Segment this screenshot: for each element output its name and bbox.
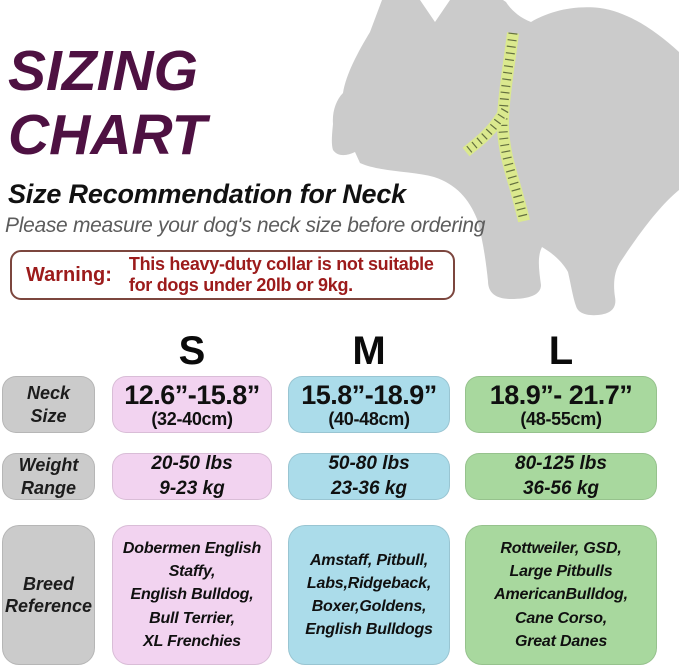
measuring-tape-branch	[462, 107, 510, 157]
neck-size-inches-l: 18.9”- 21.7”	[489, 379, 633, 410]
breed-reference-cell-m: Amstaff, Pitbull, Labs,Ridgeback, Boxer,…	[288, 525, 450, 665]
row-label-weight-range: Weight Range	[2, 453, 95, 500]
dog-silhouette-image	[331, 0, 679, 316]
breed-reference-text-l: Rottweiler, GSD, Large Pitbulls American…	[494, 540, 628, 650]
page-title-line1: SIZING	[8, 39, 199, 103]
neck-size-cell-l: 18.9”- 21.7” (48-55cm)	[465, 376, 657, 433]
page-subtitle: Size Recommendation for Neck	[8, 179, 407, 209]
warning-box: Warning: This heavy-duty collar is not s…	[10, 250, 455, 300]
breed-reference-text-m: Amstaff, Pitbull, Labs,Ridgeback, Boxer,…	[305, 551, 433, 639]
breed-reference-cell-l: Rottweiler, GSD, Large Pitbulls American…	[465, 525, 657, 665]
breed-reference-cell-s: Dobermen English Staffy, English Bulldog…	[112, 525, 272, 665]
row-label-breed-reference: Breed Reference	[2, 525, 95, 665]
measuring-tape	[496, 32, 530, 223]
neck-size-cm-s: (32-40cm)	[151, 409, 233, 430]
warning-text: This heavy-duty collar is not suitable f…	[128, 254, 434, 295]
weight-range-cell-l: 80-125 lbs 36-56 kg	[465, 453, 657, 500]
row-label-breed-reference-text: Breed Reference	[4, 573, 93, 617]
neck-size-inches-s: 12.6”-15.8”	[124, 379, 260, 410]
row-label-neck-size: Neck Size	[2, 376, 95, 433]
weight-range-cell-s: 20-50 lbs 9-23 kg	[112, 453, 272, 500]
column-header-size-s: S	[178, 328, 206, 373]
weight-range-text-m: 50-80 lbs 23-36 kg	[328, 452, 410, 499]
neck-size-inches-m: 15.8”-18.9”	[301, 379, 437, 410]
weight-range-cell-m: 50-80 lbs 23-36 kg	[288, 453, 450, 500]
page-title: SIZING CHART	[8, 39, 207, 168]
neck-size-cell-s: 12.6”-15.8” (32-40cm)	[112, 376, 272, 433]
measure-note: Please measure your dog's neck size befo…	[5, 214, 486, 237]
column-header-size-l: L	[548, 328, 574, 373]
warning-label: Warning:	[26, 263, 112, 286]
page-title-line2: CHART	[8, 102, 207, 167]
neck-size-cell-m: 15.8”-18.9” (40-48cm)	[288, 376, 450, 433]
row-label-neck-size-text: Neck Size	[26, 383, 71, 426]
breed-reference-text-s: Dobermen English Staffy, English Bulldog…	[122, 540, 262, 650]
neck-size-cm-m: (40-48cm)	[328, 409, 410, 430]
weight-range-text-s: 20-50 lbs 9-23 kg	[151, 452, 233, 499]
column-header-size-m: M	[352, 328, 386, 373]
neck-size-cm-l: (48-55cm)	[520, 409, 602, 430]
row-label-weight-range-text: Weight Range	[18, 455, 79, 498]
weight-range-text-l: 80-125 lbs 36-56 kg	[515, 452, 607, 499]
